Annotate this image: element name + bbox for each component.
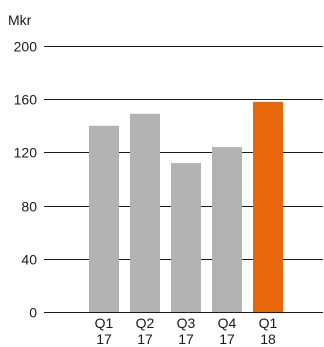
x-tick-label-line2: 17 (219, 331, 235, 347)
y-tick-label: 0 (29, 305, 37, 321)
x-tick-label-line1: Q1 (95, 315, 114, 331)
x-tick-label-line2: 17 (96, 331, 112, 347)
x-tick-label-line1: Q2 (136, 315, 155, 331)
x-tick-label-line1: Q1 (259, 315, 278, 331)
y-tick-label: 120 (14, 145, 38, 161)
x-tick-label-line1: Q4 (218, 315, 237, 331)
x-tick-label-line2: 18 (260, 331, 276, 347)
y-tick-label: 40 (21, 252, 37, 268)
x-tick-label-line2: 17 (178, 331, 194, 347)
x-tick-label-line1: Q3 (177, 315, 196, 331)
bar (253, 101, 283, 312)
x-tick-label-line2: 17 (137, 331, 153, 347)
bar (171, 163, 201, 312)
bar (212, 147, 242, 312)
bar (89, 125, 119, 312)
bars (89, 101, 283, 312)
y-tick-label: 80 (21, 199, 37, 215)
y-unit-label: Mkr (8, 12, 32, 28)
bar (130, 113, 160, 312)
y-tick-label: 160 (14, 92, 38, 108)
y-tick-labels: 0 40 80 120 160 200 (14, 39, 38, 321)
y-tick-label: 200 (14, 39, 38, 55)
